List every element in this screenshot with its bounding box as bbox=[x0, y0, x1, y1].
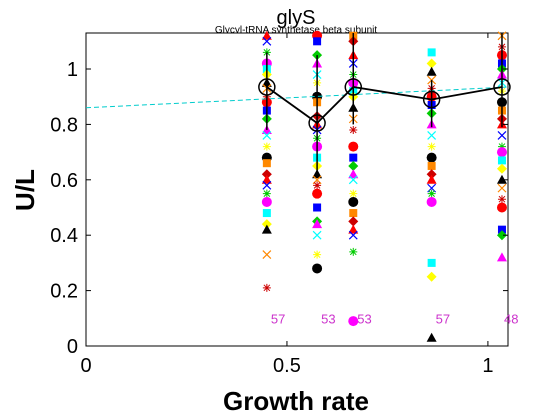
data-point bbox=[313, 250, 322, 259]
sample-count-label: 53 bbox=[321, 311, 335, 326]
data-point bbox=[496, 147, 507, 158]
count-labels: 57 53 53 57 48 bbox=[271, 311, 519, 326]
data-point bbox=[496, 163, 507, 174]
data-point bbox=[261, 196, 272, 207]
data-point bbox=[427, 142, 436, 151]
data-point bbox=[497, 156, 506, 165]
data-point bbox=[426, 196, 437, 207]
data-point bbox=[427, 258, 436, 267]
data-point bbox=[348, 196, 359, 207]
sample-count-label: 57 bbox=[436, 311, 450, 326]
data-point bbox=[497, 183, 507, 193]
plot-frame bbox=[85, 32, 509, 347]
data-point bbox=[426, 169, 437, 180]
data-point bbox=[348, 224, 359, 234]
data-point bbox=[312, 188, 323, 199]
x-tick-label: 1 bbox=[482, 355, 493, 377]
data-point bbox=[497, 131, 507, 140]
y-tick-label: 0.8 bbox=[50, 114, 78, 136]
mean-series bbox=[258, 33, 511, 172]
data-point bbox=[261, 174, 272, 184]
chart-title: glyS bbox=[277, 7, 316, 29]
data-point bbox=[312, 263, 323, 274]
sample-count-label: 57 bbox=[271, 311, 285, 326]
data-point bbox=[496, 252, 507, 262]
plot-area: 57 53 53 57 48 bbox=[85, 30, 519, 347]
data-point bbox=[348, 230, 358, 240]
data-point bbox=[313, 181, 322, 190]
data-point bbox=[427, 161, 436, 170]
y-axis-ticks: 0 0.2 0.4 0.6 0.8 1 bbox=[50, 59, 508, 358]
data-point bbox=[348, 316, 359, 327]
scatter-points bbox=[261, 30, 507, 342]
data-point bbox=[313, 203, 322, 212]
data-point bbox=[426, 152, 437, 163]
data-point bbox=[349, 209, 358, 218]
data-point bbox=[348, 216, 359, 227]
data-point bbox=[312, 219, 323, 229]
data-point bbox=[497, 195, 506, 204]
data-point bbox=[348, 169, 359, 179]
sample-count-label: 48 bbox=[504, 311, 518, 326]
data-point bbox=[261, 219, 272, 230]
data-point bbox=[426, 271, 437, 282]
data-point bbox=[426, 332, 437, 342]
y-tick-label: 0.4 bbox=[50, 225, 78, 247]
data-point bbox=[262, 189, 271, 198]
y-tick-label: 0 bbox=[67, 336, 78, 358]
x-axis-label: Growth rate bbox=[223, 386, 369, 416]
data-point bbox=[349, 125, 358, 134]
data-point bbox=[426, 58, 437, 69]
data-point bbox=[427, 48, 436, 57]
mean-point bbox=[258, 78, 276, 96]
y-tick-label: 0.6 bbox=[50, 170, 78, 192]
trend-line-path bbox=[85, 86, 509, 109]
mean-line bbox=[266, 86, 503, 125]
trend-line bbox=[85, 86, 509, 109]
data-point bbox=[262, 131, 272, 140]
data-point bbox=[262, 209, 271, 218]
mean-point bbox=[308, 114, 326, 132]
data-point bbox=[348, 160, 359, 171]
data-point bbox=[497, 142, 506, 151]
mean-point bbox=[422, 90, 441, 109]
x-tick-label: 0 bbox=[80, 355, 91, 377]
data-point bbox=[262, 250, 272, 260]
y-tick-label: 1 bbox=[67, 59, 78, 81]
x-tick-label: 0.5 bbox=[273, 355, 301, 377]
mean-point bbox=[344, 78, 363, 96]
data-point bbox=[496, 174, 507, 184]
data-point bbox=[313, 37, 322, 46]
data-point bbox=[426, 174, 437, 184]
data-point bbox=[262, 283, 271, 292]
data-point bbox=[426, 66, 437, 76]
data-point bbox=[261, 169, 272, 180]
y-tick-label: 0.2 bbox=[50, 281, 78, 303]
data-point bbox=[349, 247, 358, 256]
data-point bbox=[261, 30, 272, 40]
data-point bbox=[262, 142, 271, 151]
data-point bbox=[348, 141, 359, 152]
data-point bbox=[262, 159, 271, 168]
sample-count-label: 53 bbox=[357, 311, 371, 326]
data-point bbox=[312, 169, 323, 179]
x-axis-ticks: 0 0.5 1 bbox=[80, 33, 493, 377]
data-point bbox=[312, 230, 322, 240]
data-point bbox=[427, 131, 437, 140]
chart-subtitle: Glycyl-tRNA synthetase beta subunit bbox=[215, 25, 378, 36]
data-point bbox=[496, 202, 507, 213]
data-point bbox=[349, 153, 358, 162]
data-point bbox=[262, 180, 272, 190]
mean-point bbox=[493, 78, 511, 96]
data-point bbox=[262, 36, 272, 46]
data-point bbox=[427, 189, 436, 198]
data-point bbox=[496, 230, 507, 241]
data-point bbox=[349, 189, 358, 198]
data-point bbox=[497, 225, 506, 234]
data-point bbox=[261, 224, 272, 234]
data-point bbox=[348, 175, 358, 185]
y-axis-label: U/L bbox=[10, 169, 40, 211]
